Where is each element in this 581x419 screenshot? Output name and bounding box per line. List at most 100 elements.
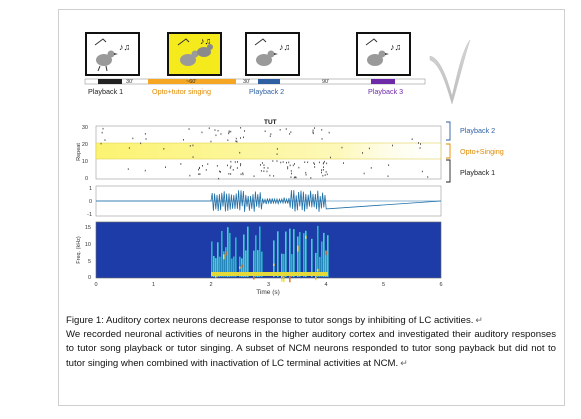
illustration-panel-playback2: ♪♫ — [245, 32, 300, 76]
spectrogram-hotspot — [305, 235, 307, 239]
bracket-label-playback1: Playback 1 — [460, 168, 495, 177]
spectrogram-column — [215, 258, 217, 277]
spectrogram-column — [245, 250, 247, 277]
figure-caption: Figure 1: Auditory cortex neurons decrea… — [66, 313, 556, 371]
music-note-icon: ♪♫ — [390, 42, 401, 52]
tutor-bird-icon — [197, 47, 211, 57]
raster-spike — [127, 168, 129, 170]
raster-spike — [236, 167, 238, 169]
raster-spike — [240, 163, 242, 165]
illustration-panel-opto: ♪♫ — [167, 32, 222, 76]
raster-spike — [310, 177, 312, 179]
spectrogram-column — [221, 231, 223, 277]
raster-spike — [198, 168, 199, 171]
spectrogram-hotspot — [289, 276, 291, 283]
raster-spike — [269, 174, 271, 177]
music-note-icon: ♪♫ — [119, 42, 130, 52]
raster-spike — [227, 139, 229, 141]
raster-spike — [273, 175, 275, 177]
raster-spike — [201, 131, 203, 134]
spectrogram-column — [211, 241, 213, 277]
raster-spike — [183, 139, 184, 141]
raster-spike — [227, 164, 228, 167]
raster-spike — [207, 163, 209, 165]
spectrogram-hotspot — [273, 263, 275, 266]
spec-xtick: 2 — [209, 282, 212, 288]
spectrogram-hotspot — [283, 276, 285, 283]
raster-spike — [427, 176, 429, 178]
spectrogram-column — [321, 241, 323, 277]
gap-label: 90' — [322, 79, 329, 85]
raster-spike — [419, 147, 421, 149]
raster-spike — [291, 172, 292, 175]
raster-spike — [307, 161, 309, 164]
raster-spike — [318, 161, 320, 164]
spectrogram-hotspot — [223, 254, 225, 260]
spectrogram-column — [277, 231, 279, 277]
spectrogram-column — [325, 250, 327, 277]
raster-spike — [244, 130, 245, 132]
wave-ytick: 1 — [89, 186, 92, 192]
raster-spike — [199, 166, 200, 169]
spec-ytick: 5 — [88, 259, 91, 265]
spectrogram-column — [243, 234, 245, 277]
raster-spike — [287, 167, 289, 170]
spectrogram-column — [281, 253, 283, 277]
raster-spike — [202, 165, 203, 167]
spectrogram-hotspot — [241, 264, 243, 268]
raster-spike — [290, 131, 292, 133]
raster-spike — [295, 176, 297, 179]
raster-spike — [267, 167, 269, 169]
raster-spike — [237, 161, 238, 163]
raster-spike — [321, 138, 323, 140]
timeline-segment-playback3 — [371, 79, 395, 84]
raster-spike — [230, 165, 232, 168]
raster-spike — [326, 162, 328, 165]
electrode-icon — [365, 38, 378, 46]
raster-spike — [232, 169, 234, 171]
spectrogram-background — [96, 222, 441, 278]
raster-spike — [132, 137, 134, 140]
spectrogram-column — [219, 256, 221, 277]
spec-ytick: 15 — [85, 225, 91, 231]
timeline-segment-opto — [148, 79, 236, 84]
gap-label: 30' — [126, 79, 133, 85]
spectrogram-column — [217, 242, 219, 277]
gap-label: 30' — [243, 79, 250, 85]
raster-spike — [215, 134, 217, 137]
raster-plot: TUT 30 20 10 0 Repeat Playback 2 Opto+Si… — [76, 119, 504, 183]
raster-spike — [163, 148, 165, 150]
raster-spike — [234, 161, 236, 163]
return-mark: ↵ — [475, 315, 483, 325]
spectrogram-column — [273, 240, 275, 277]
timeline-label-playback1: Playback 1 — [88, 87, 123, 96]
raster-spike — [220, 171, 221, 173]
bracket-label-opto: Opto+Singing — [460, 147, 504, 156]
raster-spike — [145, 138, 147, 140]
raster-spike — [304, 161, 306, 163]
raster-spike — [266, 170, 268, 173]
raster-spike — [214, 129, 216, 131]
raster-spike — [285, 128, 287, 130]
spectrogram-column — [297, 236, 299, 277]
spectrogram-column — [253, 250, 255, 277]
spectrogram-column — [213, 256, 215, 277]
raster-spike — [198, 173, 200, 175]
raster-spike — [240, 137, 241, 139]
raster-spike — [368, 147, 370, 150]
raster-spike — [100, 142, 102, 145]
spectrogram-hotspot — [315, 276, 317, 281]
raster-spike — [276, 160, 278, 162]
spec-xtick: 3 — [267, 282, 270, 288]
raster-spike — [276, 148, 278, 150]
raster-spike — [392, 144, 393, 147]
raster-spike — [128, 147, 130, 149]
raster-ytick: 10 — [82, 159, 88, 165]
spike-waveform-icon — [429, 39, 471, 105]
raster-spike — [219, 170, 220, 173]
spectrogram-column — [305, 230, 307, 277]
raster-spike — [286, 161, 287, 164]
waveform-trace — [96, 190, 442, 212]
spectrogram-column — [247, 226, 249, 277]
raster-spike — [192, 156, 194, 158]
